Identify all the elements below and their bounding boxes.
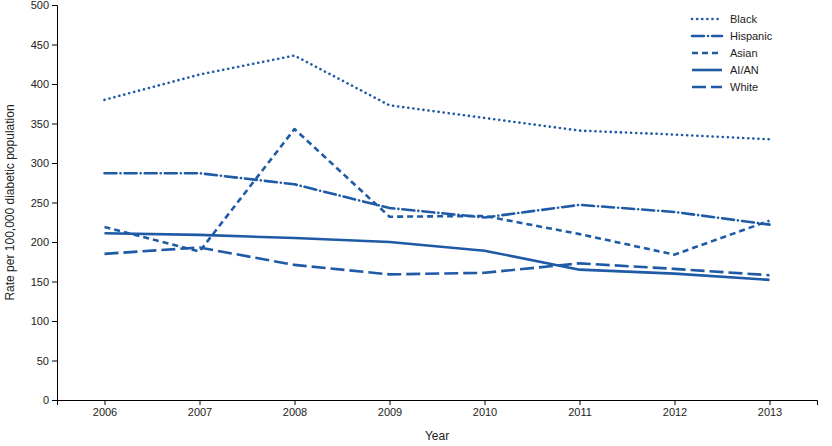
legend-item: White [692,81,758,93]
y-tick-label: 400 [31,78,49,90]
y-tick: 200 [31,236,57,248]
y-tick-mark [52,5,57,6]
x-tick-mark [200,400,201,405]
x-axis-title: Year [425,429,449,443]
x-tick-mark [105,400,106,405]
x-tick-label: 2012 [663,406,687,418]
y-tick-label: 50 [37,355,49,367]
chart: 2006 2007 2008 2009 2010 2011 2012 2013 0 50 100 15… [0,0,832,446]
x-tick-mark [675,400,676,405]
y-tick-mark [52,45,57,46]
x-tick: 2013 [758,400,782,418]
y-tick-mark [52,163,57,164]
y-tick-label: 450 [31,39,49,51]
x-tick-mark [390,400,391,405]
series-line [105,56,770,140]
legend-swatch [692,18,722,21]
legend-item: AI/AN [692,64,759,76]
y-tick-mark [52,361,57,362]
y-tick: 250 [31,197,57,209]
y-tick: 100 [31,315,57,327]
y-tick: 150 [31,276,57,288]
y-tick-label: 250 [31,197,49,209]
y-tick-label: 150 [31,276,49,288]
x-tick-mark [770,400,771,405]
series-line [105,248,770,276]
y-tick: 0 [43,394,57,406]
y-tick-mark [52,400,57,401]
plot: 2006 2007 2008 2009 2010 2011 2012 2013 0 50 100 15… [31,0,818,418]
y-axis-line [52,6,58,401]
legend-label: Black [730,13,757,25]
x-tick: 2007 [188,400,212,418]
legend-label: White [730,81,758,93]
legend-item: Hispanic [692,30,773,42]
series-line [105,233,770,280]
y-tick-mark [52,282,57,283]
y-tick: 350 [31,118,57,130]
y-tick: 300 [31,157,57,169]
legend-label: Asian [730,47,758,59]
x-tick: 2010 [473,400,497,418]
x-tick-label: 2008 [283,406,307,418]
y-tick-label: 350 [31,118,49,130]
x-tick-label: 2007 [188,406,212,418]
legend-item: Asian [692,47,758,59]
lines [105,56,770,280]
x-tick-label: 2013 [758,406,782,418]
y-tick-label: 300 [31,157,49,169]
x-tick: 2006 [93,400,117,418]
x-tick: 2012 [663,400,687,418]
x-tick: 2011 [568,400,592,418]
x-tick: 2009 [378,400,402,418]
x-axis-line [58,401,818,406]
legend-swatch [692,86,722,89]
y-tick-label: 100 [31,315,49,327]
y-tick: 50 [37,355,57,367]
y-tick: 500 [31,0,57,11]
y-tick: 400 [31,78,57,90]
y-tick: 450 [31,39,57,51]
x-tick-mark [295,400,296,405]
x-tick: 2008 [283,400,307,418]
y-tick-label: 0 [43,394,49,406]
legend-swatch [692,35,722,38]
x-tick-label: 2011 [568,406,592,418]
legend-swatch [692,52,722,55]
y-tick-label: 200 [31,236,49,248]
legend-label: Hispanic [730,30,773,42]
x-axis: 2006 2007 2008 2009 2010 2011 2012 2013 [58,400,818,418]
series-line [105,173,770,224]
y-tick-mark [52,321,57,322]
y-tick-label: 500 [31,0,49,11]
legend-label: AI/AN [730,64,759,76]
legend-swatch [692,69,722,72]
y-tick-mark [52,242,57,243]
legend-item: Black [692,13,757,25]
y-tick-mark [52,124,57,125]
legend: Black Hispanic Asian AI/AN White [692,13,773,93]
y-tick-mark [52,203,57,204]
x-tick-label: 2009 [378,406,402,418]
x-tick-mark [485,400,486,405]
y-tick-mark [52,84,57,85]
y-axis: 0 50 100 150 200 250 300 350 400 450 500 [31,0,58,406]
x-tick-label: 2010 [473,406,497,418]
x-tick-mark [580,400,581,405]
x-tick-label: 2006 [93,406,117,418]
y-axis-title: Rate per 100,000 diabetic population [3,104,17,300]
